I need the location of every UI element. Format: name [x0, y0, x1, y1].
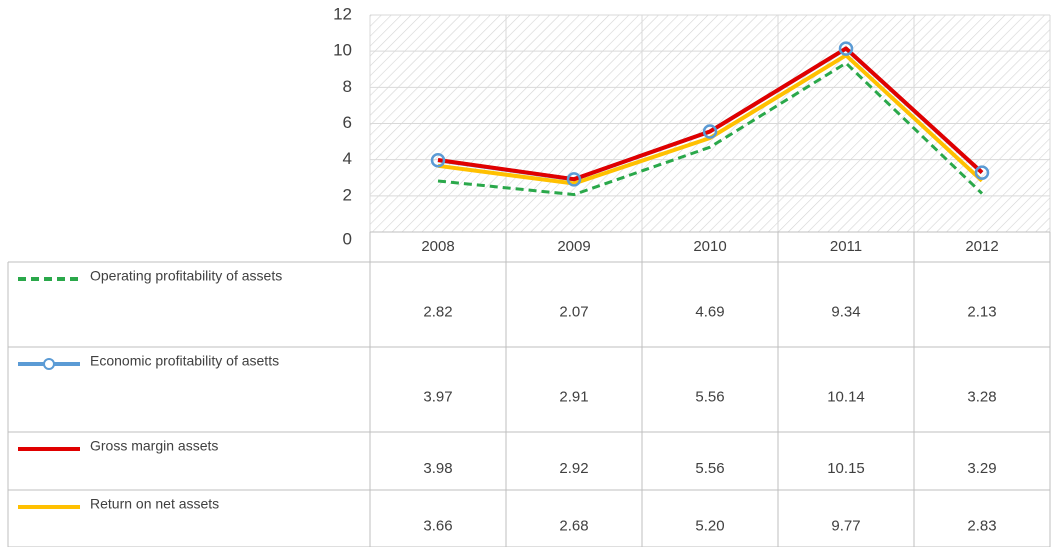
table-value: 3.28 — [967, 388, 996, 405]
table-value: 3.29 — [967, 460, 996, 477]
y-tick-label: 4 — [343, 149, 352, 168]
y-tick-label: 2 — [343, 185, 352, 204]
legend-marker — [43, 358, 55, 370]
table-value: 5.56 — [695, 460, 724, 477]
table-value: 10.14 — [827, 388, 865, 405]
legend-entry: Operating profitability of assets — [18, 268, 282, 284]
point-marker — [566, 172, 582, 187]
table-value: 2.92 — [559, 460, 588, 477]
table-value: 3.66 — [423, 517, 452, 534]
table-value: 5.56 — [695, 388, 724, 405]
y-tick-label: 6 — [343, 113, 352, 132]
point-marker — [702, 124, 718, 139]
x-tick-label: 2011 — [830, 238, 862, 255]
x-tick-label: 2009 — [557, 238, 590, 255]
point-marker — [430, 152, 446, 168]
table-value: 2.82 — [423, 303, 452, 320]
legend-entry: Economic profitability of asetts — [18, 353, 279, 370]
table-value: 3.97 — [423, 388, 452, 405]
table-value: 3.98 — [423, 460, 452, 477]
table-value: 2.13 — [967, 303, 996, 320]
point-marker — [838, 41, 854, 56]
series-line — [437, 61, 984, 197]
series-line — [437, 46, 984, 182]
legend-label: Gross margin assets — [90, 438, 218, 454]
table-value: 9.34 — [831, 303, 860, 320]
point-marker — [974, 165, 990, 180]
x-tick-label: 2010 — [693, 238, 726, 255]
legend-label: Economic profitability of asetts — [90, 353, 279, 369]
y-tick-label: 8 — [343, 77, 352, 96]
table-value: 2.83 — [967, 517, 996, 534]
x-tick-label: 2008 — [421, 238, 454, 255]
table-value: 10.15 — [827, 460, 865, 477]
table-value: 5.20 — [695, 517, 724, 534]
y-tick-label: 12 — [333, 4, 352, 23]
legend-entry: Return on net assets — [18, 496, 219, 512]
table-value: 9.77 — [831, 517, 860, 534]
legend-entry: Gross margin assets — [18, 438, 218, 454]
legend-label: Return on net assets — [90, 496, 219, 512]
legend-label: Operating profitability of assets — [90, 268, 282, 284]
y-tick-label: 0 — [343, 229, 352, 248]
table-value: 2.91 — [559, 388, 588, 405]
table-value: 2.68 — [559, 517, 588, 534]
table-value: 2.07 — [559, 303, 588, 320]
table-value: 4.69 — [695, 303, 724, 320]
y-tick-label: 10 — [333, 41, 352, 60]
x-tick-label: 2012 — [965, 238, 998, 255]
